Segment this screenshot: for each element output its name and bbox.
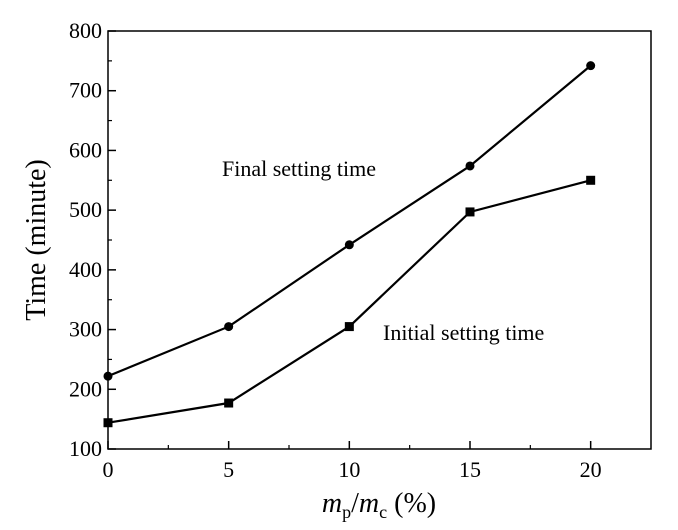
y-tick-label-4: 500 xyxy=(69,197,102,222)
y-tick-label-0: 100 xyxy=(69,436,102,461)
y-tick-label-3: 400 xyxy=(69,257,102,282)
x-tick-label-4: 20 xyxy=(580,457,602,482)
data-point-square xyxy=(103,418,113,428)
y-tick-label-2: 300 xyxy=(69,317,102,342)
tick-labels: 0 5 10 15 20 100 200 300 400 500 600 700 800 xyxy=(69,18,602,482)
x-tick-label-1: 5 xyxy=(223,457,234,482)
data-point-circle xyxy=(224,322,234,332)
series-0 xyxy=(103,61,596,381)
series-1 xyxy=(103,175,596,428)
x-axis-title-sub-c: c xyxy=(379,502,387,522)
data-point-square xyxy=(344,322,354,332)
x-tick-label-0: 0 xyxy=(103,457,114,482)
y-tick-label-1: 200 xyxy=(69,376,102,401)
x-axis-title: mp/mc (%) xyxy=(322,488,436,522)
x-axis-title-slash: / xyxy=(351,488,359,519)
axis-ticks xyxy=(107,30,592,450)
y-axis-title: Time (minute) xyxy=(21,159,52,321)
x-axis-title-sub-p: p xyxy=(342,502,351,522)
y-tick-label-5: 600 xyxy=(69,137,102,162)
data-point-circle xyxy=(465,161,475,171)
annotation-final-setting-time: Final setting time xyxy=(222,156,376,181)
data-point-square xyxy=(586,175,596,185)
data-point-square xyxy=(465,207,475,217)
data-point-circle xyxy=(586,61,596,71)
x-tick-label-3: 15 xyxy=(459,457,481,482)
data-point-square xyxy=(224,398,234,408)
plot-frame xyxy=(107,30,652,450)
data-point-circle xyxy=(344,240,354,250)
annotation-initial-setting-time: Initial setting time xyxy=(383,320,544,345)
x-tick-label-2: 10 xyxy=(338,457,360,482)
x-axis-title-unit: (%) xyxy=(387,488,436,519)
y-tick-label-6: 700 xyxy=(69,78,102,103)
data-point-circle xyxy=(103,371,113,381)
series-layer xyxy=(103,61,596,428)
x-axis-title-m2: m xyxy=(359,488,379,519)
y-tick-label-7: 800 xyxy=(69,18,102,43)
x-axis-title-m1: m xyxy=(322,488,342,519)
series-line-1 xyxy=(107,179,591,424)
